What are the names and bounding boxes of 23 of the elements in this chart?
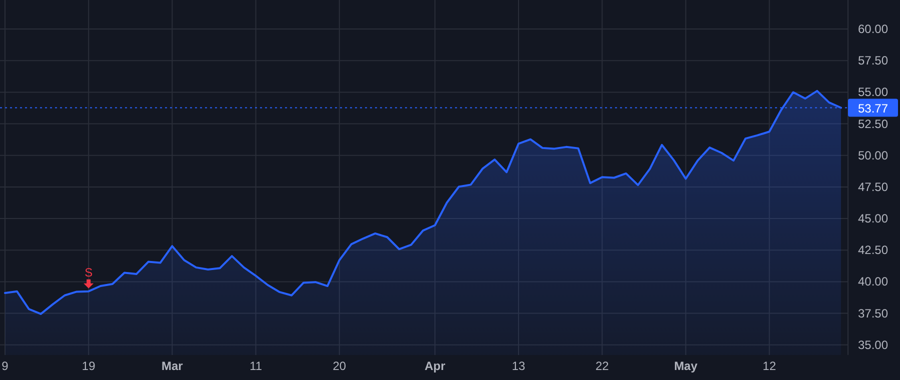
annotation: S: [84, 265, 93, 280]
x-tick-label: 13: [512, 359, 526, 373]
x-tick-label: 22: [595, 359, 610, 373]
y-tick-label: 57.50: [858, 54, 888, 68]
y-tick-label: 45.00: [858, 212, 888, 226]
x-tick-label: 20: [332, 359, 346, 373]
y-tick-label: 60.00: [858, 22, 888, 36]
x-tick-label: 11: [250, 359, 262, 373]
y-tick-label: 47.50: [858, 180, 888, 194]
x-tick-label: 19: [82, 359, 96, 373]
y-tick-label: 55.00: [858, 85, 888, 100]
x-tick-label: 9: [2, 359, 9, 373]
y-tick-label: 35.00: [858, 338, 888, 352]
ref-line-label: 53.77: [858, 101, 888, 116]
x-tick-label: May: [674, 359, 698, 373]
y-tick-label: 52.50: [858, 116, 888, 131]
y-tick-label: 42.50: [858, 243, 888, 258]
x-tick-label: Mar: [162, 359, 184, 373]
y-tick-label: 50.00: [858, 148, 888, 162]
x-tick-label: Apr: [424, 359, 446, 373]
x-tick-label: 12: [762, 359, 776, 373]
y-tick-label: 37.50: [858, 306, 888, 320]
y-tick-label: 40.00: [858, 274, 888, 289]
